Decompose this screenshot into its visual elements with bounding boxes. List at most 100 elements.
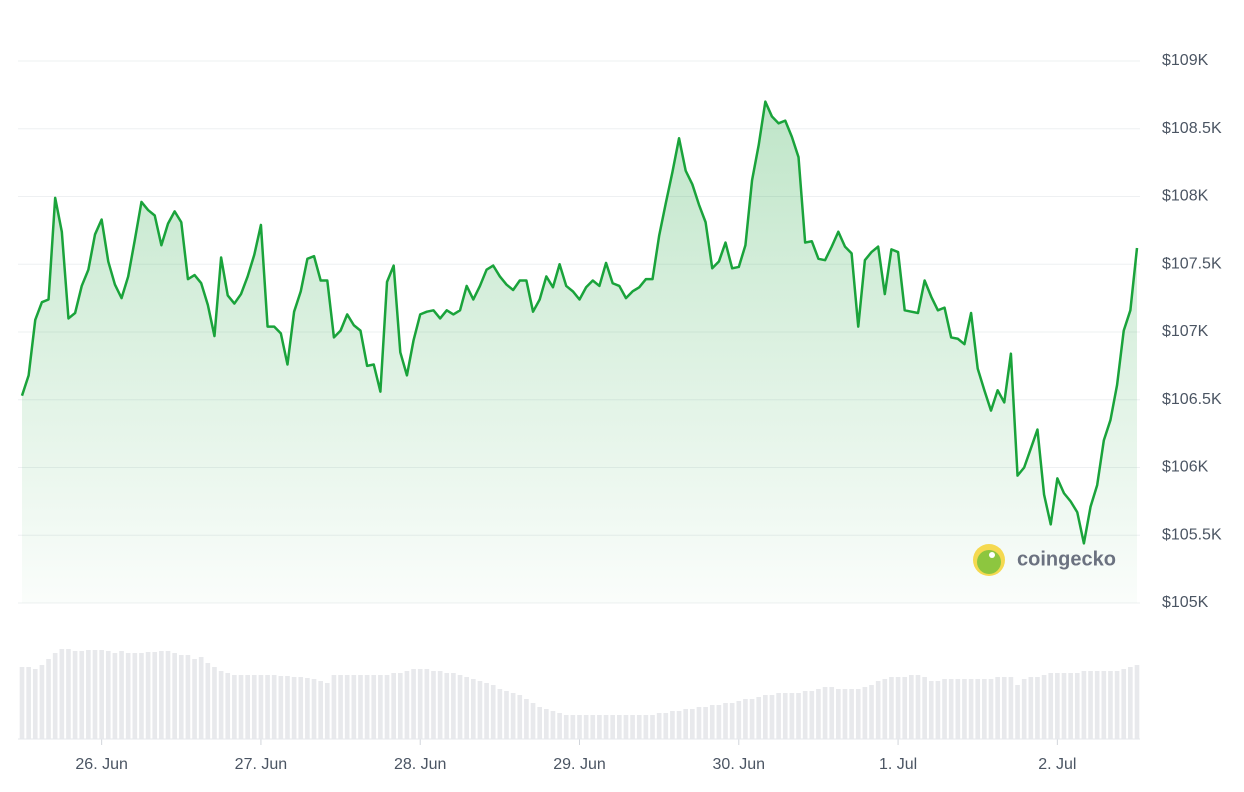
volume-bar: [424, 669, 430, 739]
area: [22, 101, 1137, 604]
volume-bar: [1008, 677, 1014, 739]
volume-bar: [444, 673, 450, 739]
volume-bar: [490, 685, 496, 739]
volume-bar: [862, 687, 868, 739]
volume-bar: [338, 675, 343, 739]
volume-bar: [192, 659, 197, 739]
volume-bar: [26, 667, 31, 739]
volume-bar: [650, 715, 655, 739]
volume-bar: [942, 679, 947, 739]
price-line: [20, 100, 1139, 545]
volume-bar: [218, 671, 224, 739]
volume-bar: [709, 705, 715, 739]
volume-bar: [849, 689, 854, 739]
volume-bars: [18, 649, 1140, 740]
volume-bar: [32, 669, 38, 739]
volume-bar: [683, 709, 689, 739]
volume-bar: [298, 677, 304, 739]
volume-bar: [696, 707, 702, 739]
volume-bar: [59, 649, 65, 739]
volume-bar: [1094, 671, 1100, 739]
volume-bar: [543, 709, 549, 739]
volume-bar: [816, 689, 821, 739]
y-tick-label: $108.5K: [1162, 120, 1222, 137]
volume-bar: [616, 715, 622, 739]
volume-bar: [597, 715, 602, 739]
volume-bar: [1021, 679, 1027, 739]
volume-bar: [889, 677, 894, 739]
y-tick-label: $108K: [1162, 188, 1209, 205]
volume-bar: [159, 651, 164, 739]
volume-bar: [72, 651, 78, 739]
volume-bar: [278, 676, 284, 739]
volume-bar: [630, 715, 635, 739]
volume-bar: [19, 667, 25, 739]
y-tick-label: $106.5K: [1162, 391, 1222, 408]
volume-bar: [119, 651, 124, 739]
volume-bar: [802, 691, 808, 739]
logo-eye: [989, 552, 995, 558]
volume-bar: [829, 687, 835, 739]
volume-bar: [52, 653, 58, 739]
volume-bar: [1028, 677, 1034, 739]
y-tick-label: $109K: [1162, 52, 1209, 69]
volume-bar: [172, 653, 177, 739]
volume-bar: [232, 675, 237, 739]
volume-bar: [1088, 671, 1093, 739]
volume-bar: [112, 653, 118, 739]
watermark: coingecko: [973, 544, 1116, 576]
volume-bar: [1128, 667, 1133, 739]
volume-bar: [397, 673, 403, 739]
volume-bar: [212, 667, 217, 739]
volume-bar: [431, 671, 436, 739]
volume-bar: [962, 679, 967, 739]
volume-bar: [291, 677, 297, 739]
volume-bar: [636, 715, 642, 739]
volume-bar: [524, 699, 529, 739]
volume-bar: [79, 651, 85, 739]
volume-bar: [982, 679, 987, 739]
volume-bar: [968, 679, 974, 739]
volume-bar: [656, 713, 662, 739]
volume-bar: [550, 711, 556, 739]
volume-bar: [285, 676, 290, 739]
volume-bar: [437, 671, 443, 739]
volume-bar: [763, 695, 768, 739]
volume-bar: [504, 691, 509, 739]
volume-bar: [152, 652, 158, 739]
volume-bar: [1108, 671, 1113, 739]
volume-bar: [1121, 669, 1127, 739]
logo-body: [977, 550, 1001, 574]
volume-bar: [1035, 677, 1040, 739]
volume-bar: [716, 705, 722, 739]
volume-bar: [676, 711, 682, 739]
volume-bar: [198, 657, 204, 739]
volume-bar: [251, 675, 257, 739]
watermark-text: coingecko: [1017, 548, 1116, 570]
volume-bar: [1081, 671, 1087, 739]
volume-bar: [305, 678, 310, 739]
y-tick-label: $105.5K: [1162, 526, 1222, 543]
volume-bar: [809, 691, 815, 739]
volume-bar: [995, 677, 1000, 739]
volume-bar: [378, 675, 383, 739]
volume-bar: [1048, 673, 1054, 739]
volume-bar: [145, 652, 151, 739]
volume-bar: [125, 653, 131, 739]
volume-bar: [66, 649, 71, 739]
volume-bar: [457, 675, 463, 739]
volume-bar: [756, 697, 762, 739]
x-tick-label: 26. Jun: [75, 756, 127, 773]
volume-bar: [769, 695, 775, 739]
volume-bar: [105, 651, 111, 739]
volume-bar: [1001, 677, 1007, 739]
y-tick-label: $106K: [1162, 459, 1209, 476]
plot: [20, 100, 1139, 604]
volume-bar: [484, 683, 489, 739]
volume-bar: [258, 675, 264, 739]
volume-bar: [577, 715, 582, 739]
volume-bar: [351, 675, 357, 739]
volume-bar: [563, 715, 569, 739]
volume-bar: [736, 701, 742, 739]
volume-bar: [776, 693, 781, 739]
